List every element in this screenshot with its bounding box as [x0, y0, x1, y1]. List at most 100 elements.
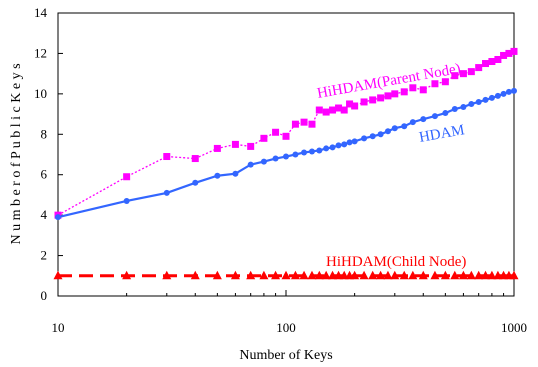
data-point	[190, 270, 200, 280]
data-point	[361, 135, 368, 142]
data-point	[308, 120, 316, 128]
series-line	[57, 89, 515, 219]
data-point	[466, 270, 476, 280]
data-point	[272, 155, 279, 162]
data-point	[459, 70, 467, 78]
x-axis-title: Number of Keys	[239, 348, 332, 363]
data-point	[430, 270, 440, 280]
data-point	[468, 100, 475, 107]
data-point	[500, 51, 508, 59]
data-point	[350, 270, 360, 280]
data-point	[346, 100, 354, 108]
data-point	[351, 102, 359, 110]
data-point	[53, 270, 63, 280]
series-1	[55, 87, 517, 221]
data-point	[321, 270, 331, 280]
data-point	[281, 270, 291, 280]
data-point	[401, 123, 408, 130]
data-point	[282, 132, 290, 140]
data-point	[259, 270, 269, 280]
data-point	[500, 90, 507, 97]
series-label-child: HiHDAM(Child Node)	[326, 254, 466, 270]
data-point	[162, 270, 172, 280]
x-axis: 10 100 1000	[52, 290, 527, 335]
data-point	[509, 270, 519, 280]
data-point	[299, 270, 309, 280]
data-point	[409, 84, 417, 92]
data-point	[123, 173, 131, 181]
data-point	[383, 270, 393, 280]
data-point	[488, 94, 495, 101]
data-point	[192, 179, 199, 186]
y-tick-label: 12	[34, 45, 47, 60]
series-2	[53, 270, 519, 280]
data-point	[163, 189, 170, 196]
data-point	[399, 270, 409, 280]
data-point	[409, 119, 416, 126]
data-point	[451, 106, 458, 113]
data-point	[420, 116, 427, 123]
data-point	[214, 172, 221, 179]
data-point	[322, 108, 330, 116]
data-point	[247, 161, 254, 168]
data-point	[442, 110, 449, 117]
data-point	[451, 72, 459, 80]
data-point	[329, 144, 336, 151]
data-point	[368, 270, 378, 280]
data-point	[377, 131, 384, 138]
data-point	[328, 270, 338, 280]
y-tick-label: 2	[41, 248, 48, 263]
data-point	[419, 86, 427, 94]
data-point	[191, 155, 199, 163]
y-tick-label: 6	[41, 167, 48, 182]
data-point	[494, 92, 501, 99]
data-point	[488, 58, 496, 66]
x-tick-label: 1000	[501, 320, 527, 335]
data-point	[440, 270, 450, 280]
data-point	[505, 49, 513, 57]
data-point	[494, 55, 502, 63]
data-point	[307, 270, 317, 280]
data-point	[314, 270, 324, 280]
data-point	[163, 153, 171, 161]
data-point	[458, 270, 468, 280]
data-point	[487, 270, 497, 280]
data-point	[335, 142, 342, 149]
data-point	[376, 270, 386, 280]
data-point	[482, 60, 490, 68]
data-point	[408, 270, 418, 280]
data-point	[334, 270, 344, 280]
data-point	[213, 144, 221, 152]
data-point	[123, 197, 130, 204]
data-point	[55, 214, 61, 221]
data-point	[230, 270, 240, 280]
data-point	[272, 128, 280, 136]
data-point	[384, 92, 392, 100]
data-point	[377, 94, 385, 102]
data-point	[232, 170, 239, 177]
y-tick-label: 10	[34, 86, 47, 101]
y-axis-title: N u m b e r o f P u b l i c K e y s	[9, 63, 24, 244]
data-point	[335, 104, 343, 112]
data-point	[369, 96, 377, 104]
data-point	[283, 153, 289, 160]
series-0	[54, 47, 518, 219]
x-tick-label: 10	[52, 320, 65, 335]
data-point	[384, 128, 391, 135]
series-label-hdam: HDAM	[418, 122, 466, 146]
data-point	[351, 138, 358, 145]
series-layer	[53, 47, 519, 280]
data-point	[122, 270, 132, 280]
data-point	[441, 78, 449, 86]
data-point	[493, 270, 503, 280]
data-point	[301, 149, 308, 156]
data-point	[391, 125, 398, 132]
data-point	[260, 158, 267, 165]
data-point	[505, 88, 512, 95]
data-point	[291, 120, 299, 128]
x-tick-label: 100	[276, 320, 296, 335]
data-point	[418, 270, 428, 280]
y-tick-label: 4	[41, 207, 48, 222]
data-point	[390, 270, 400, 280]
